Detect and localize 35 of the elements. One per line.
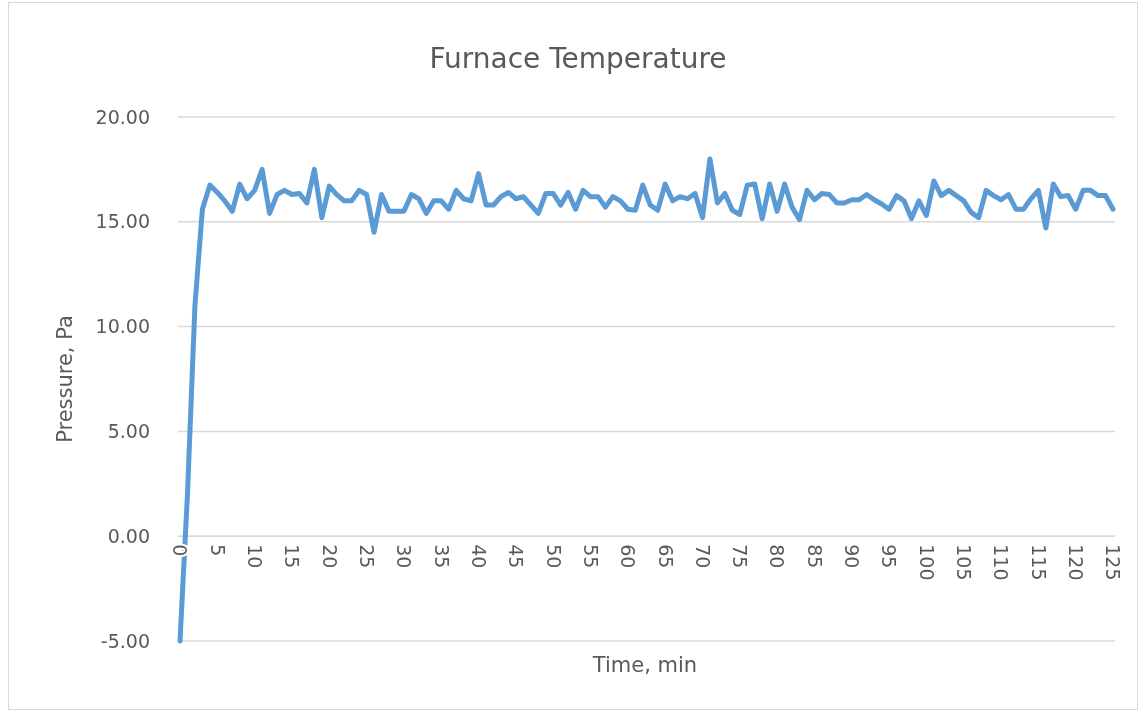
x-tick-label: 5 — [206, 544, 229, 557]
x-tick-label: 110 — [990, 544, 1013, 581]
x-tick-label: 80 — [766, 544, 789, 569]
y-tick-label: 5.00 — [107, 420, 150, 443]
x-tick-label: 45 — [505, 544, 528, 569]
y-tick-label: 15.00 — [95, 210, 150, 233]
x-tick-label: 35 — [430, 544, 453, 569]
y-tick-label: 20.00 — [95, 105, 150, 128]
x-tick-label: 15 — [281, 544, 304, 569]
x-tick-label: 75 — [729, 544, 752, 569]
x-tick-label: 95 — [878, 544, 901, 569]
x-tick-label: 125 — [1102, 544, 1125, 581]
x-tick-label: 115 — [1027, 544, 1050, 581]
x-tick-label: 120 — [1065, 544, 1088, 581]
x-tick-label: 60 — [617, 544, 640, 569]
x-tick-label: 55 — [579, 544, 602, 569]
y-tick-label: -5.00 — [100, 629, 150, 652]
x-axis-title: Time, min — [591, 653, 698, 677]
x-tick-label: 25 — [355, 544, 378, 569]
x-tick-label: 50 — [542, 544, 565, 569]
x-tick-label: 40 — [467, 544, 490, 569]
x-tick-label: 70 — [691, 544, 714, 569]
x-tick-label: 0 — [169, 544, 192, 557]
x-tick-label: 100 — [915, 544, 938, 581]
chart-title: Furnace Temperature — [429, 42, 727, 75]
x-tick-label: 85 — [803, 544, 826, 569]
x-tick-label: 20 — [318, 544, 341, 569]
x-tick-label: 10 — [243, 544, 266, 569]
x-tick-label: 105 — [953, 544, 976, 581]
x-tick-label: 30 — [393, 544, 416, 569]
y-tick-label: 10.00 — [95, 315, 150, 338]
y-tick-label: 0.00 — [107, 524, 150, 547]
x-tick-label: 90 — [841, 544, 864, 569]
x-tick-label: 65 — [654, 544, 677, 569]
y-axis-title: Pressure, Pa — [53, 315, 77, 443]
